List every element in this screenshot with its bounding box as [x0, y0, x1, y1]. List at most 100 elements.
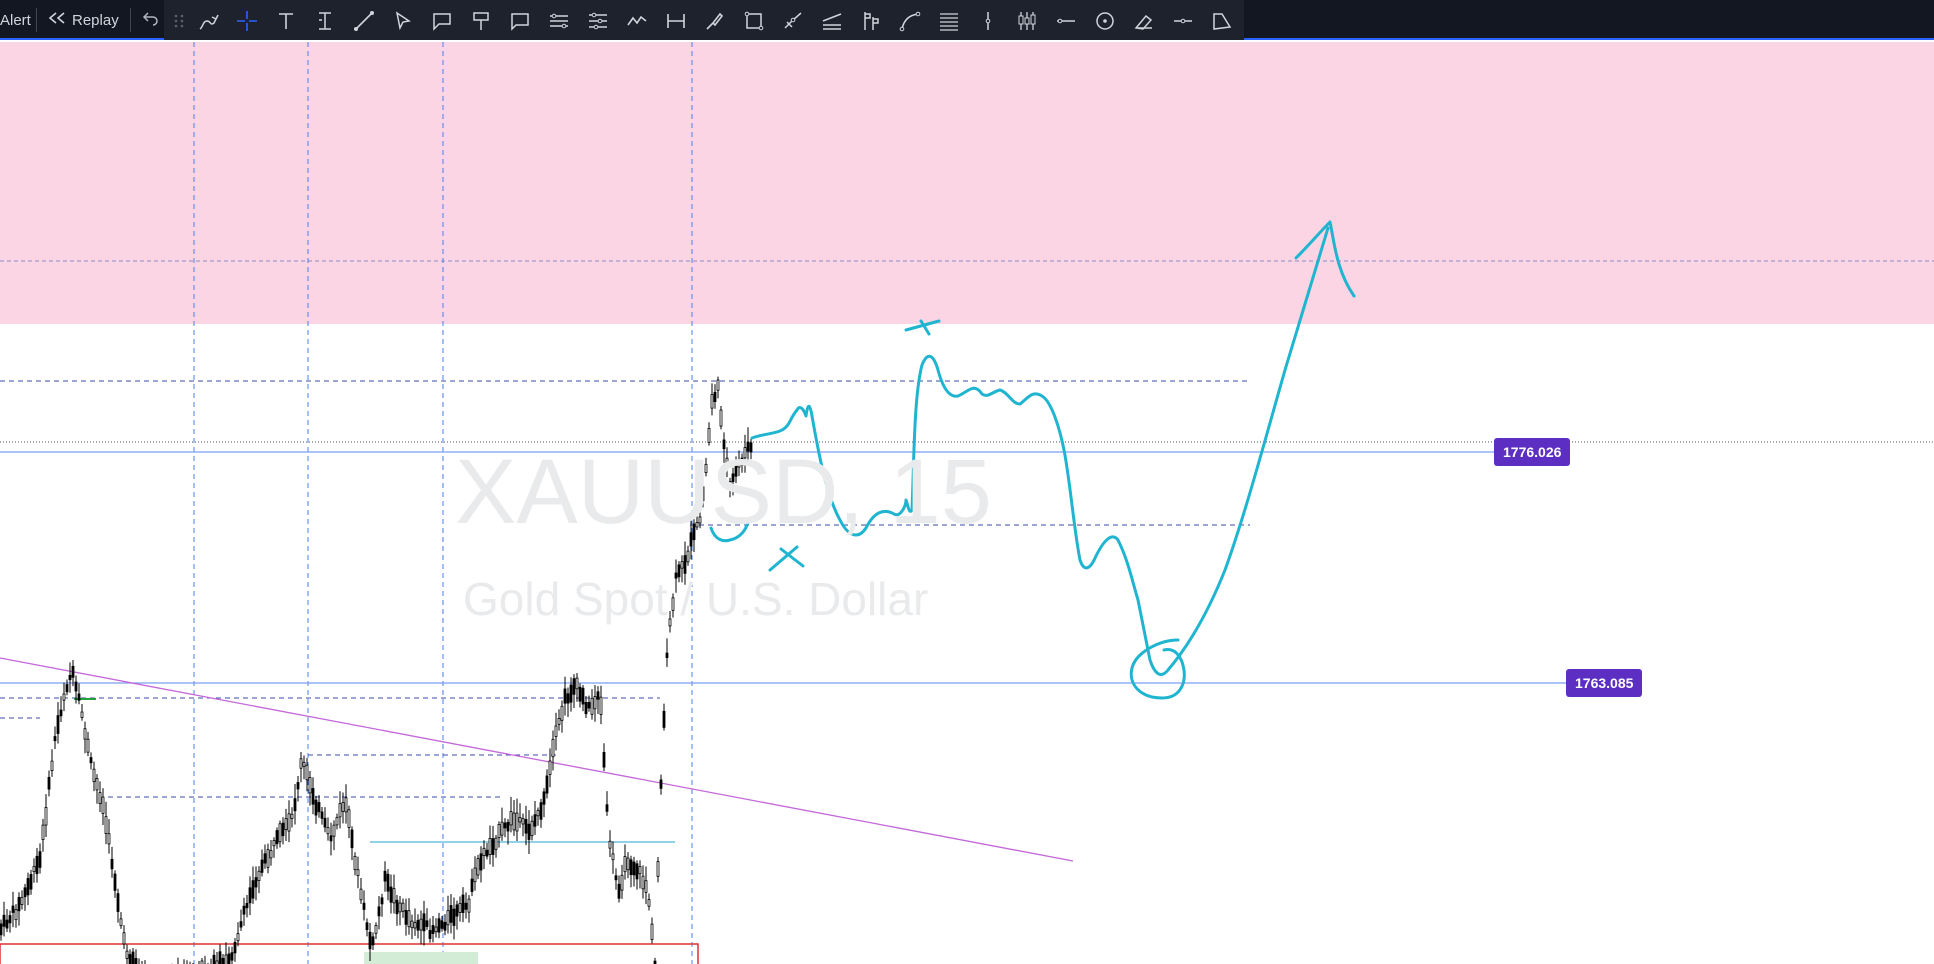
crosshair-icon[interactable]: [232, 6, 262, 36]
candle-body: [14, 909, 18, 921]
fib-fan-icon[interactable]: [817, 6, 847, 36]
candle-body: [2, 914, 6, 927]
candle-body: [467, 898, 471, 913]
rotated-shape-icon[interactable]: [1207, 6, 1237, 36]
candle-body: [266, 849, 270, 868]
candle-body: [566, 693, 570, 704]
candle-body: [92, 768, 96, 782]
callout-icon[interactable]: [427, 6, 457, 36]
candle-body: [104, 816, 108, 834]
candle-body: [710, 394, 714, 409]
candle-body: [656, 861, 660, 877]
candle-body: [218, 951, 222, 964]
candle-body: [665, 652, 669, 659]
candle-body: [236, 933, 240, 942]
candle-body: [458, 903, 462, 913]
candle-body: [536, 810, 540, 817]
cursor-arrow-icon[interactable]: [388, 6, 418, 36]
candle-body: [251, 880, 255, 899]
candle-body: [623, 856, 627, 873]
candle-body: [509, 811, 513, 826]
bars-pattern-icon[interactable]: [1012, 6, 1042, 36]
price-label-1763[interactable]: 1763.085: [1566, 669, 1643, 697]
candle-body: [380, 897, 384, 905]
price-label-1776[interactable]: 1776.026: [1494, 438, 1571, 466]
candle-body: [113, 873, 117, 891]
candle-body: [524, 819, 528, 834]
fib-retracement-icon[interactable]: [934, 6, 964, 36]
candle-body: [602, 751, 606, 768]
candle-body: [365, 922, 369, 931]
candle-body: [452, 908, 456, 926]
flag-marks-icon[interactable]: [856, 6, 886, 36]
candle-body: [518, 817, 522, 823]
candle-body: [542, 791, 546, 805]
candle-body: [401, 902, 405, 912]
candle-body: [122, 932, 126, 945]
candle-body: [11, 905, 15, 913]
candle-body: [482, 847, 486, 856]
candle-body: [278, 823, 282, 843]
brush-icon[interactable]: [194, 6, 224, 36]
candle-body: [314, 799, 318, 816]
candle-body: [71, 665, 75, 678]
alert-button[interactable]: Alert: [0, 0, 31, 40]
candle-body: [410, 920, 414, 929]
candle-body: [44, 807, 48, 826]
candle-body: [215, 960, 219, 964]
vertical-line-icon[interactable]: [973, 6, 1003, 36]
candle-body: [350, 829, 354, 849]
comment-icon[interactable]: [505, 6, 535, 36]
candle-body: [368, 931, 372, 950]
replay-button[interactable]: Replay: [48, 0, 119, 40]
undo-button[interactable]: [142, 0, 160, 40]
polyline-icon[interactable]: [778, 6, 808, 36]
candle-body: [8, 915, 12, 924]
candle-body: [116, 893, 120, 912]
watermark-symbol: XAUUSD, 15: [455, 441, 992, 543]
candle-body: [221, 957, 225, 964]
candle-body: [29, 874, 33, 890]
candle-body: [713, 391, 717, 402]
chart-area[interactable]: XAUUSD, 15 Gold Spot / U.S. Dollar 1776.…: [0, 40, 1934, 964]
candle-body: [515, 812, 519, 832]
flag-note-icon[interactable]: [466, 6, 496, 36]
candle-body: [374, 925, 378, 934]
candle-body: [83, 728, 87, 740]
parallel-channel-icon[interactable]: [544, 6, 574, 36]
ellipse-icon[interactable]: [1090, 6, 1120, 36]
candle-body: [377, 906, 381, 917]
candle-body: [359, 888, 363, 901]
trend-line-icon[interactable]: [349, 6, 379, 36]
pitchfork-icon[interactable]: [583, 6, 613, 36]
candle-body: [89, 757, 93, 764]
eraser-icon[interactable]: [1129, 6, 1159, 36]
candle-body: [263, 853, 267, 864]
candle-body: [329, 835, 333, 842]
candle-body: [95, 778, 99, 791]
candle-body: [227, 953, 231, 964]
candle-body: [407, 910, 411, 928]
drag-handle-icon[interactable]: [164, 6, 194, 36]
path-icon[interactable]: [622, 6, 652, 36]
candle-body: [659, 779, 663, 789]
candle-body: [326, 827, 330, 835]
date-range-icon[interactable]: [661, 6, 691, 36]
pen-line-icon[interactable]: [700, 6, 730, 36]
candle-body: [275, 830, 279, 845]
candle-body: [503, 822, 507, 829]
candle-body: [434, 926, 438, 933]
candle-body: [317, 802, 321, 813]
resistance-zone: [0, 42, 1934, 324]
candle-body: [431, 925, 435, 934]
anchored-text-icon[interactable]: [310, 6, 340, 36]
candle-body: [731, 473, 735, 482]
rectangle-icon[interactable]: [739, 6, 769, 36]
candle-body: [494, 837, 498, 850]
candle-body: [470, 878, 474, 892]
candle-body: [200, 960, 204, 964]
horizontal-ray-icon[interactable]: [1051, 6, 1081, 36]
arc-icon[interactable]: [895, 6, 925, 36]
text-icon[interactable]: [271, 6, 301, 36]
horizontal-line-icon[interactable]: [1168, 6, 1198, 36]
